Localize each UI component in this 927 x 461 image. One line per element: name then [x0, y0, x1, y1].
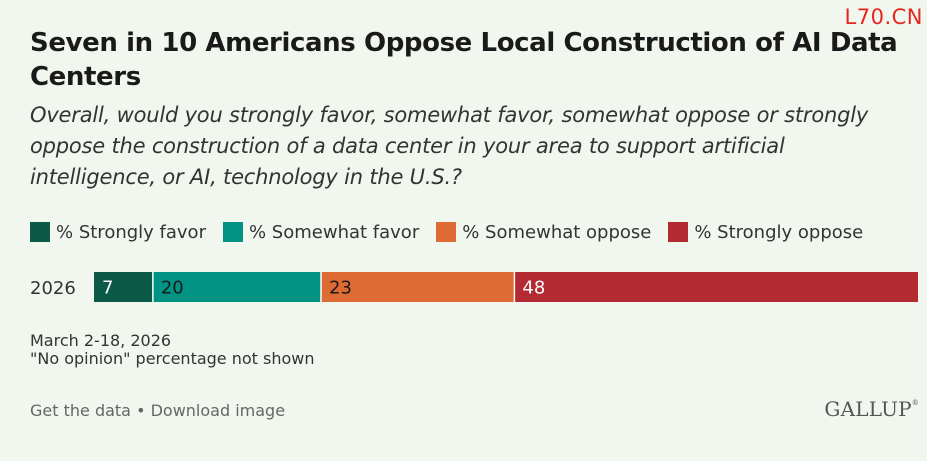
legend-item-somewhat-oppose: % Somewhat oppose	[436, 222, 651, 243]
legend-swatch	[668, 222, 689, 242]
download-image-link[interactable]: Download image	[150, 401, 286, 420]
legend: % Strongly favor % Somewhat favor % Some…	[30, 220, 880, 244]
legend-item-somewhat-favor: % Somewhat favor	[222, 221, 420, 243]
bar-segment-3	[514, 272, 918, 302]
registered-mark: ®	[911, 399, 919, 407]
bar-value-label: 23	[329, 278, 352, 299]
legend-swatch	[30, 222, 50, 242]
link-separator: •	[130, 401, 151, 420]
gallup-logo: GALLUP®	[824, 397, 919, 421]
bar-value-label: 48	[522, 278, 545, 299]
bar-segment-2	[321, 272, 515, 302]
get-data-link[interactable]: Get the data	[30, 401, 131, 420]
legend-item-strongly-favor: % Strongly favor	[30, 222, 206, 243]
survey-date: March 2-18, 2026	[30, 331, 172, 350]
legend-label: % Somewhat favor	[248, 221, 420, 243]
stacked-bar: 7 20 23 48	[94, 272, 918, 302]
notes: March 2-18, 2026 "No opinion" percentage…	[30, 332, 315, 368]
bar-segment-1	[152, 272, 322, 302]
chart-subtitle: Overall, would you strongly favor, somew…	[30, 103, 869, 189]
legend-label: % Strongly oppose	[694, 221, 864, 243]
legend-label: % Somewhat oppose	[462, 221, 652, 243]
row-label-2026: 2026	[30, 278, 76, 299]
footer-links: Get the data • Download image	[30, 401, 285, 420]
legend-label: % Strongly favor	[56, 221, 206, 243]
footnote: "No opinion" percentage not shown	[30, 349, 315, 368]
stacked-bar-svg: 7 20 23 48	[94, 272, 918, 302]
watermark: L70.CN	[844, 5, 923, 29]
bar-value-label: 20	[161, 278, 184, 299]
legend-swatch	[436, 222, 457, 242]
bar-segment-0	[94, 272, 153, 302]
gallup-logo-text: GALLUP	[824, 397, 912, 421]
legend-item-strongly-oppose: % Strongly oppose	[668, 222, 863, 243]
chart-title: Seven in 10 Americans Oppose Local Const…	[30, 28, 898, 92]
bar-value-label: 7	[102, 278, 113, 299]
legend-swatch	[222, 222, 243, 242]
